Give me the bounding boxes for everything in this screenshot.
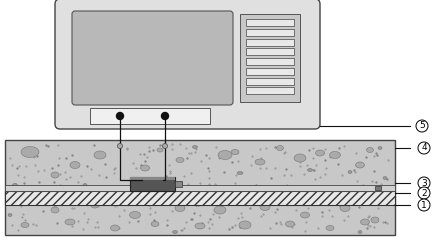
Ellipse shape [151,222,159,227]
Ellipse shape [51,207,59,213]
Ellipse shape [140,165,149,171]
Ellipse shape [315,150,324,156]
Ellipse shape [340,204,350,211]
Bar [246,29,294,36]
Bar [90,108,210,124]
Ellipse shape [130,211,140,218]
Bar [130,177,175,191]
Circle shape [117,113,124,120]
Bar [246,68,294,75]
Circle shape [418,177,430,189]
FancyBboxPatch shape [55,0,320,129]
Bar [246,87,294,94]
Circle shape [118,144,123,149]
Ellipse shape [360,219,369,225]
Ellipse shape [8,214,12,216]
Text: 3: 3 [421,179,427,187]
Ellipse shape [21,222,29,228]
Ellipse shape [358,230,362,234]
Bar [5,191,395,205]
Ellipse shape [175,204,185,211]
Ellipse shape [356,162,365,168]
Ellipse shape [231,150,239,155]
Ellipse shape [127,188,133,192]
Ellipse shape [195,223,205,229]
Ellipse shape [10,197,20,204]
Bar [246,19,294,26]
Ellipse shape [13,184,18,186]
Bar [246,38,294,46]
Ellipse shape [90,202,99,208]
Bar [130,177,175,180]
Ellipse shape [172,230,178,234]
Ellipse shape [65,219,75,225]
Ellipse shape [348,170,352,174]
Text: 1: 1 [421,200,427,210]
Ellipse shape [366,148,374,152]
Circle shape [418,199,430,211]
Circle shape [418,142,430,154]
Ellipse shape [111,225,120,231]
Ellipse shape [51,172,59,178]
Ellipse shape [301,212,309,218]
Ellipse shape [383,176,387,180]
Bar [5,140,395,235]
Ellipse shape [239,221,251,229]
Circle shape [416,120,428,132]
Text: 2: 2 [421,188,427,198]
Bar [5,185,395,191]
Ellipse shape [21,146,39,157]
Text: 4: 4 [421,144,427,152]
Ellipse shape [70,162,80,168]
Bar [246,58,294,65]
Ellipse shape [286,221,295,227]
Circle shape [418,187,430,199]
Ellipse shape [378,146,382,150]
Text: 5: 5 [419,121,425,131]
Ellipse shape [255,159,265,165]
Ellipse shape [276,145,283,150]
Bar [246,48,294,55]
Ellipse shape [371,217,379,223]
Ellipse shape [294,154,306,162]
Ellipse shape [326,226,334,230]
Circle shape [162,144,168,149]
Ellipse shape [83,184,87,186]
Ellipse shape [330,151,340,158]
Ellipse shape [94,151,106,159]
Bar [175,181,182,187]
Ellipse shape [214,206,226,214]
Ellipse shape [218,150,232,160]
Bar [246,78,294,84]
Ellipse shape [237,172,243,174]
Ellipse shape [260,204,270,210]
Ellipse shape [193,145,197,149]
FancyBboxPatch shape [72,11,233,105]
Ellipse shape [176,157,184,162]
Ellipse shape [157,148,163,152]
Bar [375,186,381,190]
Bar [240,14,300,102]
Ellipse shape [173,186,177,188]
Circle shape [162,113,168,120]
Ellipse shape [308,168,312,172]
